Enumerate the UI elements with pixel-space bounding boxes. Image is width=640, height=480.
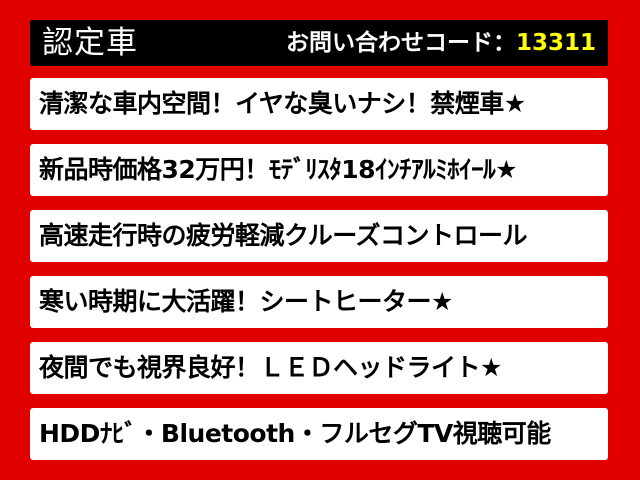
certified-car-title: 認定車 — [42, 25, 138, 61]
feature-panel: 寒い時期に大活躍！シートヒーター★ — [30, 276, 608, 328]
feature-panel: 清潔な車内空間！イヤな臭いナシ！禁煙車★ — [30, 78, 608, 130]
feature-text: 清潔な車内空間！イヤな臭いナシ！禁煙車★ — [39, 89, 526, 118]
feature-text: 高速走行時の疲労軽減クルーズコントロール — [39, 221, 528, 250]
feature-panel: 高速走行時の疲労軽減クルーズコントロール — [30, 210, 608, 262]
feature-panel: 新品時価格32万円！ﾓﾃﾞﾘｽﾀ18ｲﾝﾁｱﾙﾐﾎｲｰﾙ★ — [30, 144, 608, 196]
inquiry-code-value: 13311 — [515, 30, 596, 56]
header-bar: 認定車 お問い合わせコード：13311 — [30, 20, 608, 66]
inquiry-code-label: お問い合わせコード： — [285, 30, 516, 56]
feature-text: 新品時価格32万円！ﾓﾃﾞﾘｽﾀ18ｲﾝﾁｱﾙﾐﾎｲｰﾙ★ — [39, 155, 518, 184]
feature-panel: 夜間でも視界良好！ＬＥＤヘッドライト★ — [30, 342, 608, 394]
feature-text: 夜間でも視界良好！ＬＥＤヘッドライト★ — [39, 353, 502, 382]
feature-panel: HDDﾅﾋﾞ・Bluetooth・フルセグTV視聴可能 — [30, 408, 608, 460]
feature-text: HDDﾅﾋﾞ・Bluetooth・フルセグTV視聴可能 — [39, 419, 551, 448]
feature-text: 寒い時期に大活躍！シートヒーター★ — [39, 287, 453, 316]
inquiry-code: お問い合わせコード：13311 — [286, 26, 596, 60]
